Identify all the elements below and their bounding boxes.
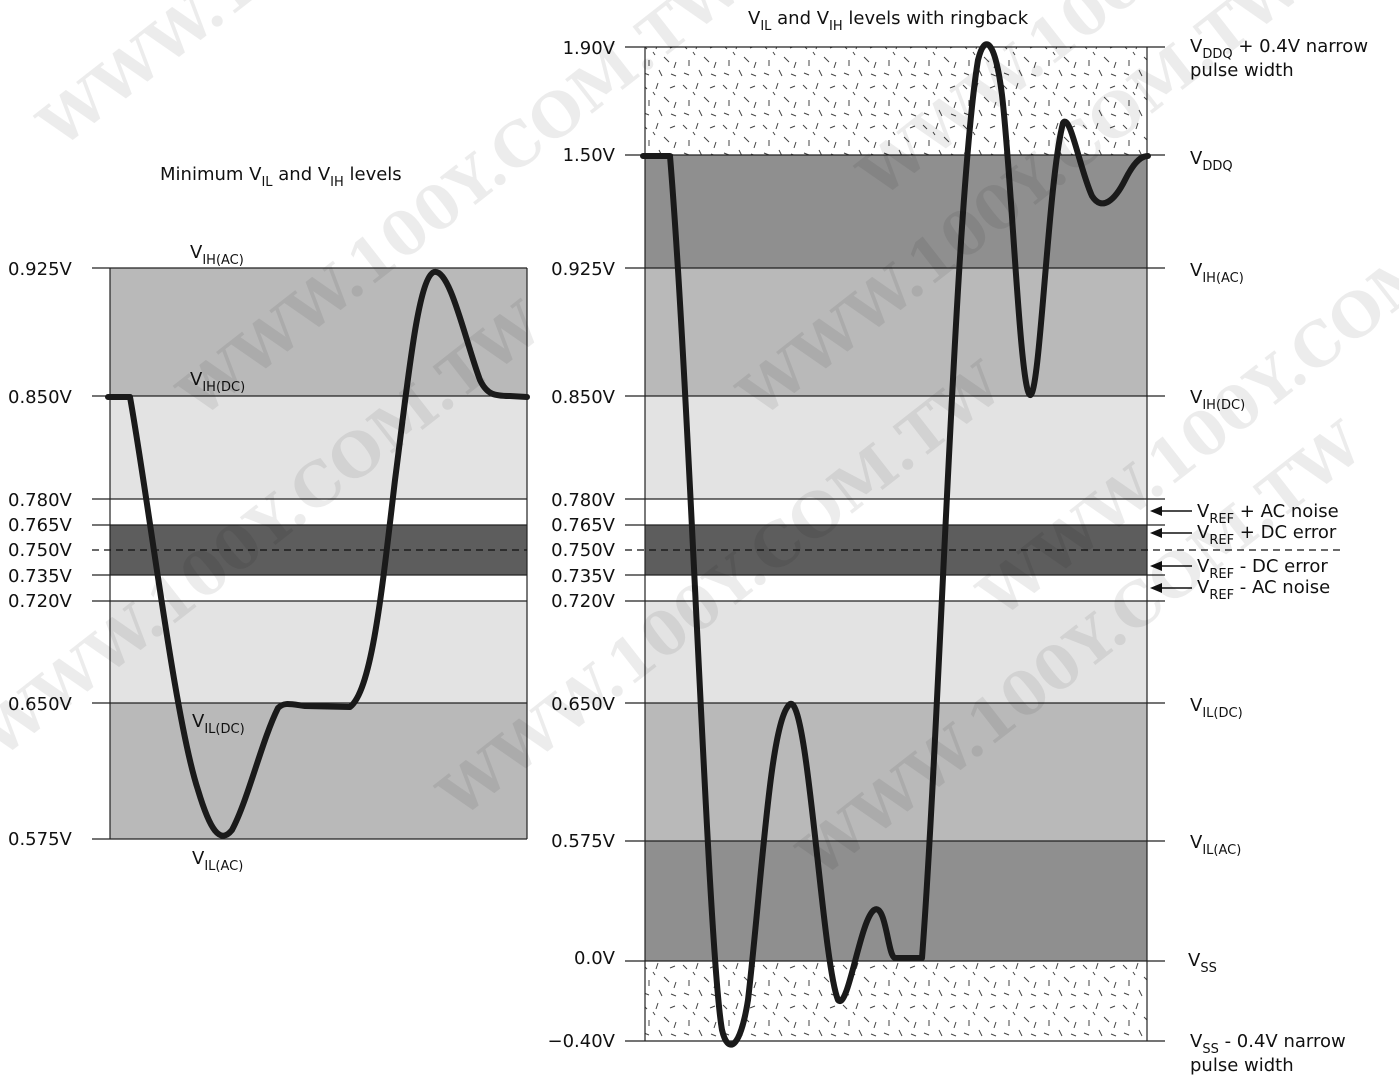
right-label-vss: VSS: [1188, 950, 1217, 976]
right-tick-m040: −0.40V: [548, 1031, 616, 1052]
right-panel-title: VIL and VIH levels with ringback: [748, 8, 1029, 34]
right-tick-0575: 0.575V: [551, 831, 616, 852]
right-band-vref-noise-low: [645, 575, 1147, 601]
left-label-vil-ac: VIL(AC): [192, 848, 243, 874]
right-band-undershoot: [645, 961, 1147, 1041]
right-tick-0850: 0.850V: [551, 387, 616, 408]
right-band-vil-ac: [645, 703, 1147, 841]
right-tick-000: 0.0V: [574, 948, 616, 969]
left-band-vih-dc: [110, 396, 527, 499]
right-label-vih-ac: VIH(AC): [1190, 260, 1244, 286]
left-band-vref-noise-low: [110, 575, 527, 601]
right-band-vil-dc: [645, 601, 1147, 703]
arrow-vref-dc-plus: [1150, 528, 1192, 538]
arrow-vref-ac-minus: [1150, 583, 1192, 593]
right-panel: 1.90V 1.50V 0.925V 0.850V 0.780V 0.765V …: [548, 8, 1369, 1076]
right-band-vddq: [645, 155, 1147, 268]
right-tick-0925: 0.925V: [551, 259, 616, 280]
right-label-vss-minus: VSS - 0.4V narrow: [1190, 1031, 1346, 1057]
right-label-vil-ac: VIL(AC): [1190, 832, 1241, 858]
arrow-vref-ac-plus: [1150, 506, 1192, 516]
right-band-vref-noise: [645, 499, 1147, 525]
right-label-vddq: VDDQ: [1190, 148, 1233, 174]
left-panel-title: Minimum VIL and VIH levels: [160, 164, 402, 190]
right-label-vddq-plus-line2: pulse width: [1190, 60, 1294, 81]
left-tick-0735: 0.735V: [8, 566, 73, 587]
right-band-overshoot: [645, 47, 1147, 155]
right-tick-190: 1.90V: [563, 38, 616, 59]
right-label-vref-dc-minus: VREF - DC error: [1197, 556, 1328, 582]
right-tick-150: 1.50V: [563, 145, 616, 166]
left-label-vil-dc: VIL(DC): [192, 711, 245, 737]
right-band-vih-ac: [645, 268, 1147, 396]
left-tick-0575: 0.575V: [8, 829, 73, 850]
left-band-vref-noise: [110, 499, 527, 525]
right-tick-0735: 0.735V: [551, 566, 616, 587]
right-label-vref-ac-minus: VREF - AC noise: [1197, 577, 1330, 603]
left-tick-0850: 0.850V: [8, 387, 73, 408]
left-band-vih-ac: [110, 268, 527, 396]
left-band-vil-dc: [110, 601, 527, 703]
left-tick-0720: 0.720V: [8, 591, 73, 612]
arrow-vref-dc-minus: [1150, 561, 1192, 571]
right-label-vref-ac-plus: VREF + AC noise: [1197, 501, 1339, 527]
right-band-vih-dc: [645, 396, 1147, 499]
right-label-vih-dc: VIH(DC): [1190, 387, 1245, 413]
left-tick-0925: 0.925V: [8, 259, 73, 280]
right-tick-0765: 0.765V: [551, 515, 616, 536]
right-label-vss-minus-line2: pulse width: [1190, 1055, 1294, 1076]
left-label-vih-ac: VIH(AC): [190, 242, 244, 268]
right-label-vddq-plus: VDDQ + 0.4V narrow: [1190, 36, 1368, 62]
right-tick-0650: 0.650V: [551, 694, 616, 715]
left-tick-0780: 0.780V: [8, 490, 73, 511]
right-tick-0750: 0.750V: [551, 540, 616, 561]
left-waveform: [105, 269, 530, 839]
right-tick-0720: 0.720V: [551, 591, 616, 612]
right-band-vss: [645, 841, 1147, 961]
left-tick-0650: 0.650V: [8, 694, 73, 715]
left-label-vih-dc: VIH(DC): [190, 369, 245, 395]
right-label-vref-dc-plus: VREF + DC error: [1197, 522, 1337, 548]
left-panel: 0.925V 0.850V 0.780V 0.765V 0.750V 0.735…: [8, 164, 530, 874]
left-tick-0765: 0.765V: [8, 515, 73, 536]
right-label-vil-dc: VIL(DC): [1190, 695, 1243, 721]
right-waveform: [640, 41, 1151, 1048]
right-tick-0780: 0.780V: [551, 490, 616, 511]
left-tick-0750: 0.750V: [8, 540, 73, 561]
